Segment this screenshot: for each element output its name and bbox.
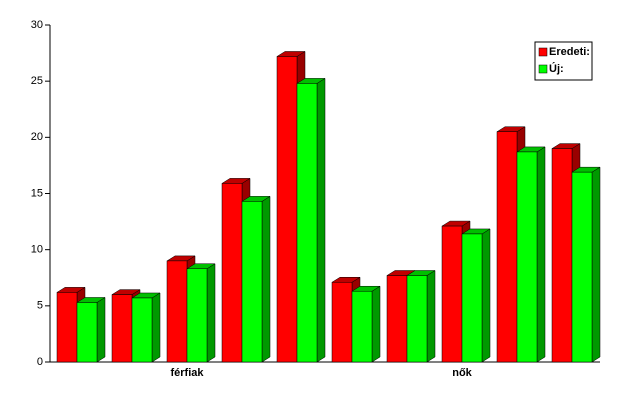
bar-side bbox=[481, 228, 491, 363]
bar bbox=[296, 83, 318, 363]
bar bbox=[441, 225, 463, 363]
legend-label: Új: bbox=[549, 62, 564, 75]
bar-side bbox=[591, 166, 601, 363]
bar bbox=[496, 131, 518, 363]
bar-side bbox=[261, 195, 271, 363]
bar bbox=[221, 183, 243, 363]
y-tick-label: 5 bbox=[37, 300, 43, 312]
bar bbox=[406, 275, 428, 363]
bar-side bbox=[206, 263, 216, 363]
bar bbox=[276, 56, 298, 363]
bar bbox=[56, 292, 78, 363]
bar-side bbox=[371, 285, 381, 363]
bar bbox=[516, 151, 538, 363]
bar-side bbox=[426, 270, 436, 363]
y-tick-label: 20 bbox=[31, 131, 43, 143]
bar bbox=[351, 290, 373, 363]
bar-side bbox=[536, 146, 546, 363]
y-tick-label: 0 bbox=[37, 356, 43, 368]
bar-side bbox=[151, 292, 161, 363]
bar bbox=[186, 268, 208, 363]
legend-swatch bbox=[538, 64, 548, 74]
bar bbox=[111, 294, 133, 363]
y-tick-label: 25 bbox=[31, 75, 43, 87]
x-tick-label: nők bbox=[452, 367, 472, 379]
bar bbox=[76, 302, 98, 363]
bar bbox=[461, 233, 483, 363]
x-tick-label: férfiak bbox=[170, 367, 204, 379]
y-tick-label: 15 bbox=[31, 187, 43, 199]
bar bbox=[166, 260, 188, 363]
legend-swatch bbox=[538, 47, 548, 57]
legend-label: Eredeti: bbox=[549, 46, 590, 58]
bar bbox=[131, 297, 153, 363]
y-tick-label: 30 bbox=[31, 19, 43, 31]
bar bbox=[571, 171, 593, 363]
bar bbox=[331, 281, 353, 363]
bar-side bbox=[316, 77, 326, 363]
bar bbox=[241, 201, 263, 363]
bar bbox=[386, 275, 408, 363]
bar-side bbox=[96, 297, 106, 363]
y-tick-label: 10 bbox=[31, 244, 43, 256]
bar bbox=[551, 148, 573, 363]
